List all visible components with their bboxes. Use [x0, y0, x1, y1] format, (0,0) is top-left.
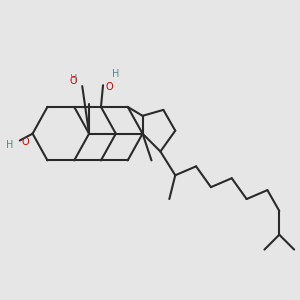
Text: H: H — [112, 69, 119, 79]
Text: O: O — [106, 82, 113, 92]
Text: O: O — [21, 137, 29, 147]
Text: O: O — [70, 76, 77, 86]
Text: H: H — [70, 74, 77, 84]
Text: H: H — [6, 140, 14, 150]
